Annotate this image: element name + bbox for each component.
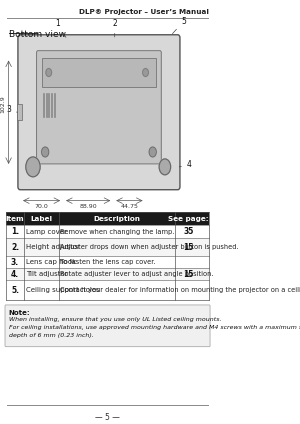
FancyBboxPatch shape [18, 35, 180, 190]
Bar [6, 238, 209, 256]
Text: Ceiling support holes: Ceiling support holes [26, 287, 100, 293]
Bar [6, 280, 209, 300]
Text: To fasten the lens cap cover.: To fasten the lens cap cover. [60, 259, 156, 265]
Bar [6, 212, 209, 226]
Text: 3.: 3. [11, 258, 19, 267]
Text: Description: Description [93, 215, 140, 221]
Circle shape [143, 69, 148, 76]
Text: 44.75: 44.75 [121, 204, 139, 209]
Bar [6, 256, 209, 268]
Text: 2: 2 [112, 19, 117, 37]
Bar [6, 268, 209, 280]
Text: 1.: 1. [11, 227, 19, 237]
Text: 1: 1 [55, 19, 66, 37]
Text: 102.9: 102.9 [0, 95, 5, 113]
Text: Contact your dealer for information on mounting the projector on a ceiling: Contact your dealer for information on m… [60, 287, 300, 293]
Text: When installing, ensure that you use only UL Listed ceiling mounts.: When installing, ensure that you use onl… [9, 317, 221, 322]
Text: Note:: Note: [9, 310, 30, 316]
Circle shape [26, 157, 40, 177]
Text: Rotate adjuster lever to adjust angle position.: Rotate adjuster lever to adjust angle po… [60, 271, 214, 277]
Text: Tilt adjustor: Tilt adjustor [26, 271, 68, 277]
Text: Adjuster drops down when adjuster button is pushed.: Adjuster drops down when adjuster button… [60, 244, 239, 250]
Text: Remove when changing the lamp.: Remove when changing the lamp. [60, 229, 175, 235]
Text: 35: 35 [183, 227, 194, 237]
Text: 15: 15 [183, 243, 194, 252]
Text: Height adjustor: Height adjustor [26, 244, 80, 250]
Bar [42, 58, 156, 87]
Text: 15: 15 [183, 270, 194, 279]
Circle shape [46, 69, 52, 76]
Text: 2.: 2. [11, 243, 19, 252]
Circle shape [42, 147, 49, 157]
Text: For ceiling installations, use approved mounting hardware and M4 screws with a m: For ceiling installations, use approved … [9, 325, 300, 330]
Text: Lamp cover: Lamp cover [26, 229, 67, 235]
Text: Item: Item [6, 215, 24, 221]
Text: Label: Label [31, 215, 52, 221]
Text: 5: 5 [172, 17, 186, 33]
FancyBboxPatch shape [5, 305, 210, 347]
FancyBboxPatch shape [37, 50, 161, 164]
Bar [17, 104, 22, 120]
Text: 3: 3 [6, 105, 17, 114]
Text: Bottom view: Bottom view [9, 30, 66, 39]
Text: 70.0: 70.0 [35, 204, 49, 209]
Text: Lens cap hook: Lens cap hook [26, 259, 76, 265]
Text: depth of 6 mm (0.23 inch).: depth of 6 mm (0.23 inch). [9, 333, 94, 338]
Text: DLP® Projector – User’s Manual: DLP® Projector – User’s Manual [80, 9, 209, 15]
Circle shape [159, 159, 171, 175]
Text: 88.90: 88.90 [80, 204, 97, 209]
Text: 4: 4 [179, 160, 192, 169]
Text: See page:: See page: [168, 215, 209, 221]
Text: 5.: 5. [11, 285, 19, 295]
Text: — 5 —: — 5 — [95, 413, 120, 422]
Circle shape [149, 147, 156, 157]
Bar [6, 226, 209, 238]
Text: 4.: 4. [11, 270, 19, 279]
